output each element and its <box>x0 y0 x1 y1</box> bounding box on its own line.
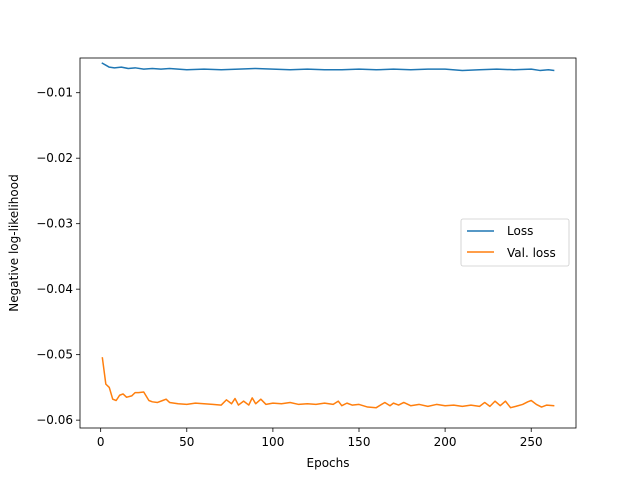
y-tick-label: −0.01 <box>36 86 73 100</box>
y-tick-label: −0.02 <box>36 151 73 165</box>
y-tick-label: −0.06 <box>36 413 73 427</box>
y-axis: −0.01 −0.02 −0.03 −0.04 −0.05 −0.06 <box>36 86 80 427</box>
loss-line <box>101 62 555 72</box>
legend-label-loss: Loss <box>507 224 533 238</box>
legend: Loss Val. loss <box>460 218 570 267</box>
y-tick-label: −0.03 <box>36 217 73 231</box>
axes-frame <box>79 57 577 429</box>
x-tick-label: 0 <box>97 435 105 449</box>
x-tick-label: 100 <box>261 435 284 449</box>
y-tick-label: −0.04 <box>36 282 73 296</box>
series-layer <box>101 62 555 409</box>
y-tick-label: −0.05 <box>36 348 73 362</box>
x-tick-label: 50 <box>179 435 194 449</box>
val-loss-line <box>101 357 555 409</box>
x-tick-label: 200 <box>434 435 457 449</box>
x-axis-label: Epochs <box>307 456 350 470</box>
x-axis: 0 50 100 150 200 250 <box>97 428 543 449</box>
y-axis-label: Negative log-likelihood <box>7 174 21 311</box>
legend-label-val-loss: Val. loss <box>507 246 556 260</box>
x-tick-label: 150 <box>348 435 371 449</box>
x-tick-label: 250 <box>520 435 543 449</box>
